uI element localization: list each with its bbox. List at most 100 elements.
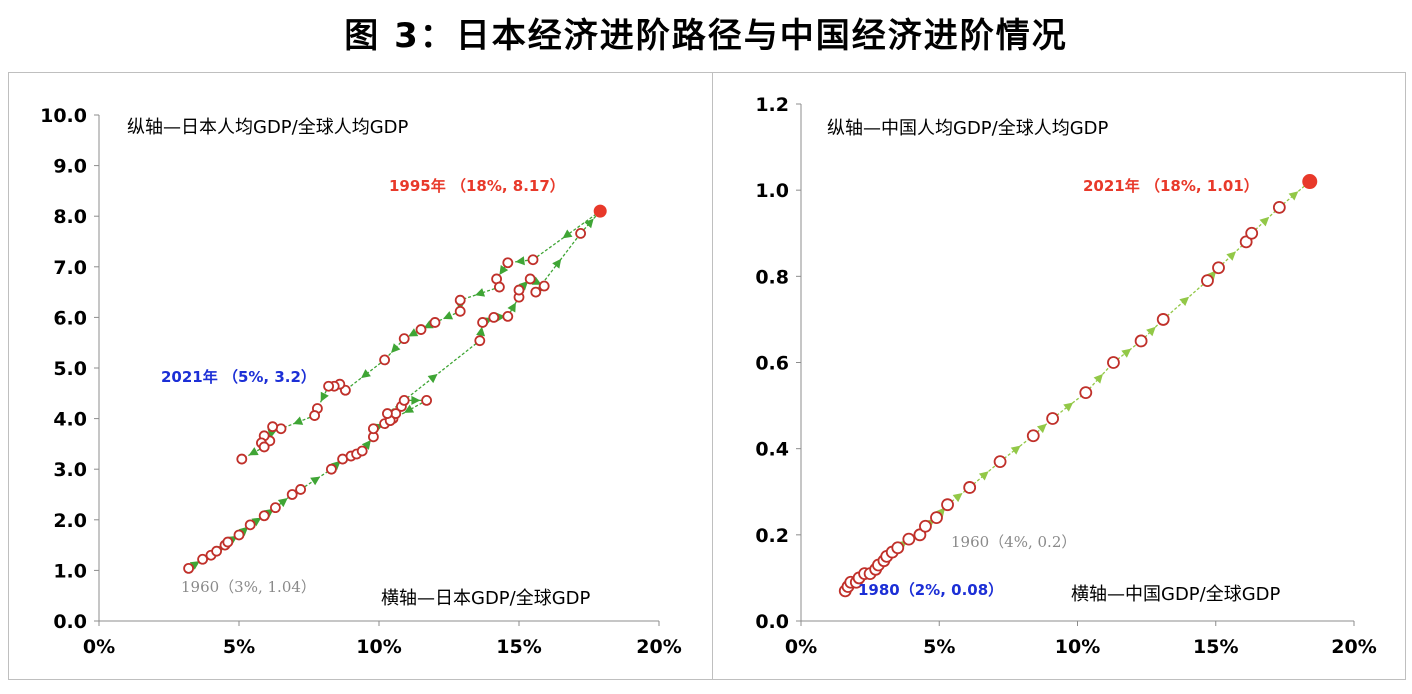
annotation-label: 1960（3%, 1.04） bbox=[181, 578, 316, 596]
figure-title: 图 3：日本经济进阶路径与中国经济进阶情况 bbox=[344, 16, 1068, 56]
x-tick-label: 0% bbox=[83, 636, 115, 658]
x-tick-label: 5% bbox=[923, 636, 955, 658]
path-arrow bbox=[1036, 423, 1047, 434]
y-tick-label: 9.0 bbox=[53, 156, 87, 178]
x-tick-label: 20% bbox=[636, 636, 681, 658]
y-tick-label: 1.2 bbox=[755, 94, 789, 116]
x-axis-label: 横轴—日本GDP/全球GDP bbox=[381, 588, 591, 609]
path-arrow bbox=[475, 288, 486, 297]
path-arrow bbox=[476, 326, 486, 337]
path-arrow bbox=[1259, 216, 1270, 227]
y-tick-label: 0.0 bbox=[755, 611, 789, 633]
y-axis-label: 纵轴—中国人均GDP/全球人均GDP bbox=[827, 118, 1109, 139]
path-segment bbox=[300, 468, 332, 490]
data-point bbox=[269, 502, 281, 514]
data-point bbox=[941, 498, 954, 512]
data-point bbox=[1245, 226, 1259, 240]
annotation-label: 1995年 （18%, 8.17） bbox=[389, 177, 565, 195]
path-arrow bbox=[251, 517, 262, 527]
data-point bbox=[1107, 356, 1120, 369]
data-point bbox=[398, 394, 410, 406]
x-tick-label: 20% bbox=[1331, 636, 1376, 658]
path-arrow bbox=[1063, 402, 1074, 412]
data-point bbox=[244, 519, 256, 531]
path-arrow bbox=[1010, 445, 1021, 455]
data-point bbox=[267, 421, 279, 433]
path-arrow bbox=[404, 404, 415, 413]
china-scatter-chart: 0.0 0.2 0.4 0.6 0.8 1.0 1.2 0% 5% 10% 15% 20% 纵轴—中国人… bbox=[755, 94, 1376, 658]
data-point bbox=[488, 311, 500, 323]
path-arrow bbox=[978, 471, 989, 481]
annotation-label: 1980（2%, 0.08） bbox=[858, 581, 1003, 599]
y-axis-label: 纵轴—日本人均GDP/全球人均GDP bbox=[127, 117, 409, 138]
highlight-point bbox=[1302, 174, 1318, 190]
path-arrow bbox=[189, 561, 200, 570]
y-tick-label: 6.0 bbox=[53, 307, 87, 329]
data-point bbox=[919, 519, 932, 533]
x-tick-label: 5% bbox=[223, 636, 255, 658]
china-chart-panel: 0.0 0.2 0.4 0.6 0.8 1.0 1.2 0% 5% 10% 15% 20% 纵轴—中国人… bbox=[712, 72, 1406, 680]
data-point bbox=[309, 410, 321, 421]
data-point bbox=[379, 354, 391, 366]
data-point bbox=[1156, 313, 1170, 326]
path-segment bbox=[280, 414, 315, 430]
path-arrow bbox=[496, 312, 506, 322]
path-arrow bbox=[1226, 251, 1236, 261]
path-arrow bbox=[1093, 373, 1103, 384]
data-point bbox=[258, 441, 270, 453]
data-point bbox=[236, 453, 248, 465]
data-point bbox=[527, 254, 539, 266]
data-point bbox=[211, 545, 223, 557]
path-arrow bbox=[515, 256, 525, 266]
path-arrow bbox=[518, 280, 529, 291]
x-tick-label: 10% bbox=[356, 636, 401, 658]
y-tick-label: 0.0 bbox=[53, 611, 87, 633]
annotation-label: 2021年 （18%, 1.01） bbox=[1083, 177, 1259, 195]
path-arrow bbox=[562, 229, 573, 239]
data-point bbox=[1134, 334, 1148, 348]
path-arrow bbox=[331, 460, 341, 471]
data-point bbox=[993, 455, 1007, 468]
data-point bbox=[963, 481, 977, 494]
data-point bbox=[222, 536, 234, 548]
data-point bbox=[524, 273, 536, 285]
data-point bbox=[454, 305, 466, 317]
y-tick-label: 0.2 bbox=[755, 525, 789, 547]
path-arrow bbox=[238, 526, 249, 536]
path-arrow bbox=[391, 343, 401, 353]
path-arrow bbox=[552, 258, 562, 269]
path-arrow bbox=[1121, 348, 1132, 358]
path-arrow bbox=[293, 416, 304, 425]
data-point bbox=[323, 380, 335, 392]
data-point bbox=[1201, 274, 1214, 288]
data-point bbox=[197, 553, 209, 565]
data-point bbox=[1212, 261, 1225, 275]
data-point bbox=[493, 281, 505, 293]
path-arrow bbox=[935, 507, 946, 518]
data-point bbox=[429, 317, 441, 328]
path-arrow bbox=[361, 369, 371, 379]
path-segment bbox=[969, 461, 1001, 488]
data-point bbox=[930, 511, 943, 525]
data-point bbox=[1079, 386, 1093, 400]
data-point bbox=[502, 310, 514, 322]
y-tick-label: 1.0 bbox=[53, 560, 87, 582]
data-point bbox=[356, 445, 368, 457]
y-tick-label: 0.8 bbox=[755, 266, 789, 288]
annotation-label: 2021年 （5%, 3.2） bbox=[161, 368, 316, 386]
path-arrow bbox=[248, 447, 259, 456]
y-tick-label: 0.6 bbox=[755, 353, 789, 375]
annotation-label: 1960（4%, 0.2） bbox=[951, 533, 1076, 551]
data-point bbox=[295, 484, 307, 495]
data-point bbox=[367, 423, 379, 435]
data-point bbox=[258, 510, 270, 522]
path-arrow bbox=[427, 374, 438, 384]
highlight-point bbox=[593, 204, 607, 218]
path-arrow bbox=[1206, 270, 1217, 281]
path-arrow bbox=[423, 320, 434, 329]
data-point bbox=[502, 257, 514, 269]
path-arrow bbox=[531, 276, 542, 285]
data-point bbox=[902, 532, 916, 546]
data-point bbox=[381, 408, 393, 419]
path-arrow bbox=[277, 497, 288, 508]
